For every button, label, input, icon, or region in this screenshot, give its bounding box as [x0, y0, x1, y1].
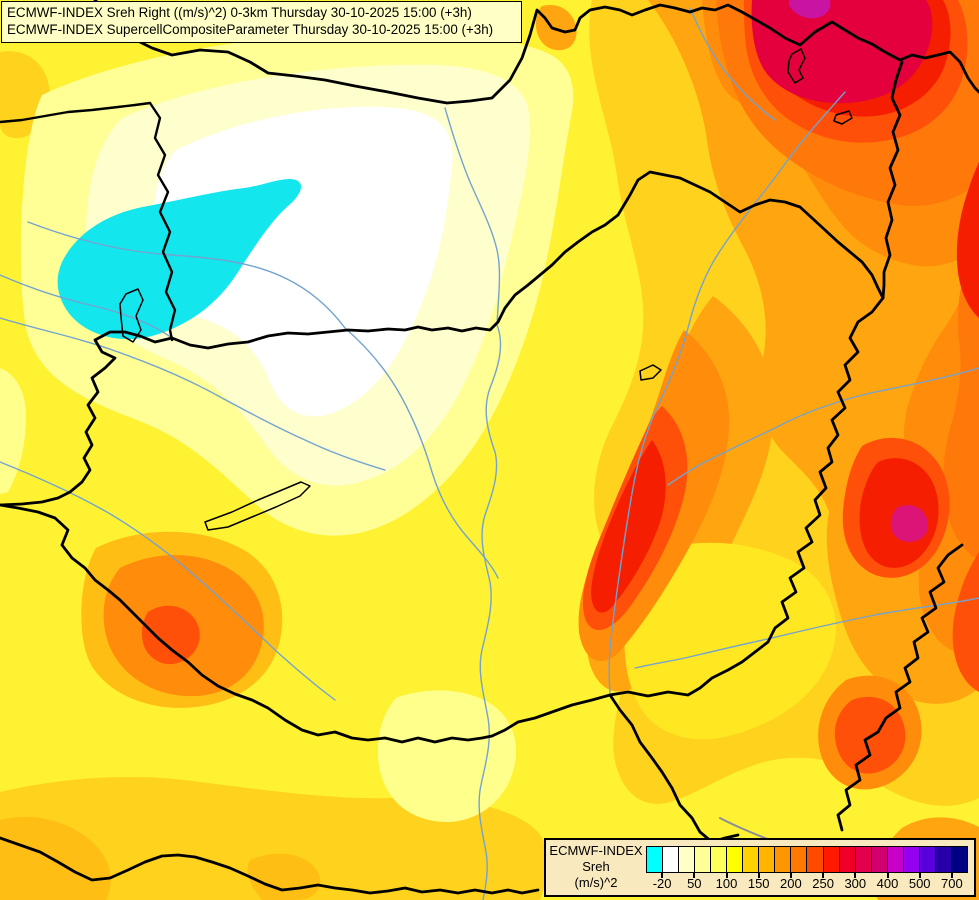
- legend-tickmark: [789, 873, 792, 878]
- legend-unit-label: (m/s)^2: [574, 875, 618, 890]
- border-west-at-hu: [0, 330, 174, 507]
- legend-ticks: -20 50 100 150 200 250 300 400 500 700: [646, 873, 968, 895]
- river-west-2: [0, 317, 386, 471]
- legend-swatch: [822, 847, 839, 872]
- field-zone-orangered-swblob-core: [141, 605, 200, 665]
- legend-swatch: [726, 847, 743, 872]
- legend-tick-label: 100: [715, 876, 738, 891]
- legend-tickmark: [886, 873, 889, 878]
- map-title-line1: ECMWF-INDEX Sreh Right ((m/s)^2) 0-3km T…: [7, 5, 472, 20]
- legend-product-label: ECMWF-INDEX: [549, 843, 643, 858]
- legend-label: ECMWF-INDEX Sreh (m/s)^2: [546, 843, 646, 891]
- border-cz-at: [0, 101, 152, 124]
- river-danube-west: [0, 274, 173, 339]
- legend-tickmark: [757, 873, 760, 878]
- border-south-drava: [0, 503, 494, 744]
- legend-tick-label: 400: [876, 876, 899, 891]
- map-title-line2: ECMWF-INDEX SupercellCompositeParameter …: [7, 21, 494, 37]
- legend-tickmark: [725, 873, 728, 878]
- river-maros: [634, 597, 979, 669]
- field-zone-orangered-eastedge: [952, 552, 979, 692]
- legend-tickmark: [661, 873, 664, 878]
- legend-swatch: [662, 847, 679, 872]
- legend-tick-label: -20: [652, 876, 672, 891]
- legend-tick-label: 500: [908, 876, 931, 891]
- field-zone-magenta-top-tip: [789, 0, 831, 19]
- legend-swatch: [678, 847, 695, 872]
- lake-northeast-2: [833, 110, 853, 125]
- legend-swatch: [902, 847, 919, 872]
- border-hu-ro-east: [490, 296, 885, 738]
- legend-tick-label: 300: [844, 876, 867, 891]
- legend-swatch: [758, 847, 775, 872]
- legend-swatch: [694, 847, 711, 872]
- legend-swatch: [838, 847, 855, 872]
- river-west-1: [27, 221, 346, 329]
- legend-tickmark: [854, 873, 857, 878]
- field-zone-cyan-lake-region: [57, 178, 302, 340]
- border-north-complex: [93, 0, 979, 105]
- border-ro-srb-right: [836, 543, 964, 832]
- field-zone-white-northwest: [152, 106, 453, 417]
- border-morava: [148, 101, 177, 342]
- field-zone-lightorange-topcenter: [535, 4, 577, 51]
- field-zone-crimson-northeast: [751, 0, 933, 104]
- legend-tickmark: [918, 873, 921, 878]
- legend-swatch: [647, 847, 663, 872]
- legend-box: ECMWF-INDEX Sreh (m/s)^2 -20 50 100 150 200 2…: [544, 838, 976, 897]
- legend-swatch: [886, 847, 903, 872]
- legend-swatch: [742, 847, 759, 872]
- river-danube-bend-feeder: [444, 107, 501, 326]
- field-zone-pinkmagenta-east-dot: [890, 505, 929, 542]
- legend-swatch: [918, 847, 935, 872]
- legend-swatch: [806, 847, 823, 872]
- legend-tickmark: [822, 873, 825, 878]
- field-zone-amber-bottomleft: [0, 816, 111, 900]
- legend-colorbar: [646, 846, 968, 873]
- legend-tick-label: 250: [812, 876, 834, 891]
- legend-tick-label: 200: [780, 876, 802, 891]
- lake-balaton: [204, 481, 311, 531]
- river-northeast: [689, 7, 776, 121]
- river-danube-south: [478, 324, 502, 900]
- river-tisza: [608, 91, 846, 696]
- river-koros: [667, 367, 979, 486]
- border-hu-sk-danube: [170, 170, 885, 350]
- border-sava-bottom: [0, 836, 540, 895]
- legend-tickmark: [693, 873, 696, 878]
- legend-tick-label: 50: [687, 876, 702, 891]
- legend-swatch: [870, 847, 887, 872]
- field-zone-red-eastedge: [956, 162, 979, 318]
- legend-swatch: [790, 847, 807, 872]
- legend-swatch: [934, 847, 951, 872]
- legend-tickmark: [950, 873, 953, 878]
- map-title-box: ECMWF-INDEX Sreh Right ((m/s)^2) 0-3km T…: [1, 1, 522, 43]
- border-ua-corner: [881, 60, 904, 300]
- legend-swatch: [950, 847, 967, 872]
- legend-swatch: [710, 847, 727, 872]
- field-zone-yellow-southeast-band: [624, 542, 836, 740]
- legend-tick-label: 150: [747, 876, 770, 891]
- legend-swatch: [774, 847, 791, 872]
- field-zone-pale-west-edge: [0, 368, 26, 494]
- field-zone-pale-bottom-center: [377, 690, 517, 822]
- field-zone-red-central-core: [591, 440, 666, 613]
- legend-tick-label: 700: [941, 876, 963, 891]
- legend-swatch: [854, 847, 871, 872]
- legend-parameter-label: Sreh: [582, 859, 610, 874]
- river-center: [344, 327, 499, 579]
- lake-tisza: [639, 364, 662, 381]
- lake-northeast-1: [787, 48, 806, 84]
